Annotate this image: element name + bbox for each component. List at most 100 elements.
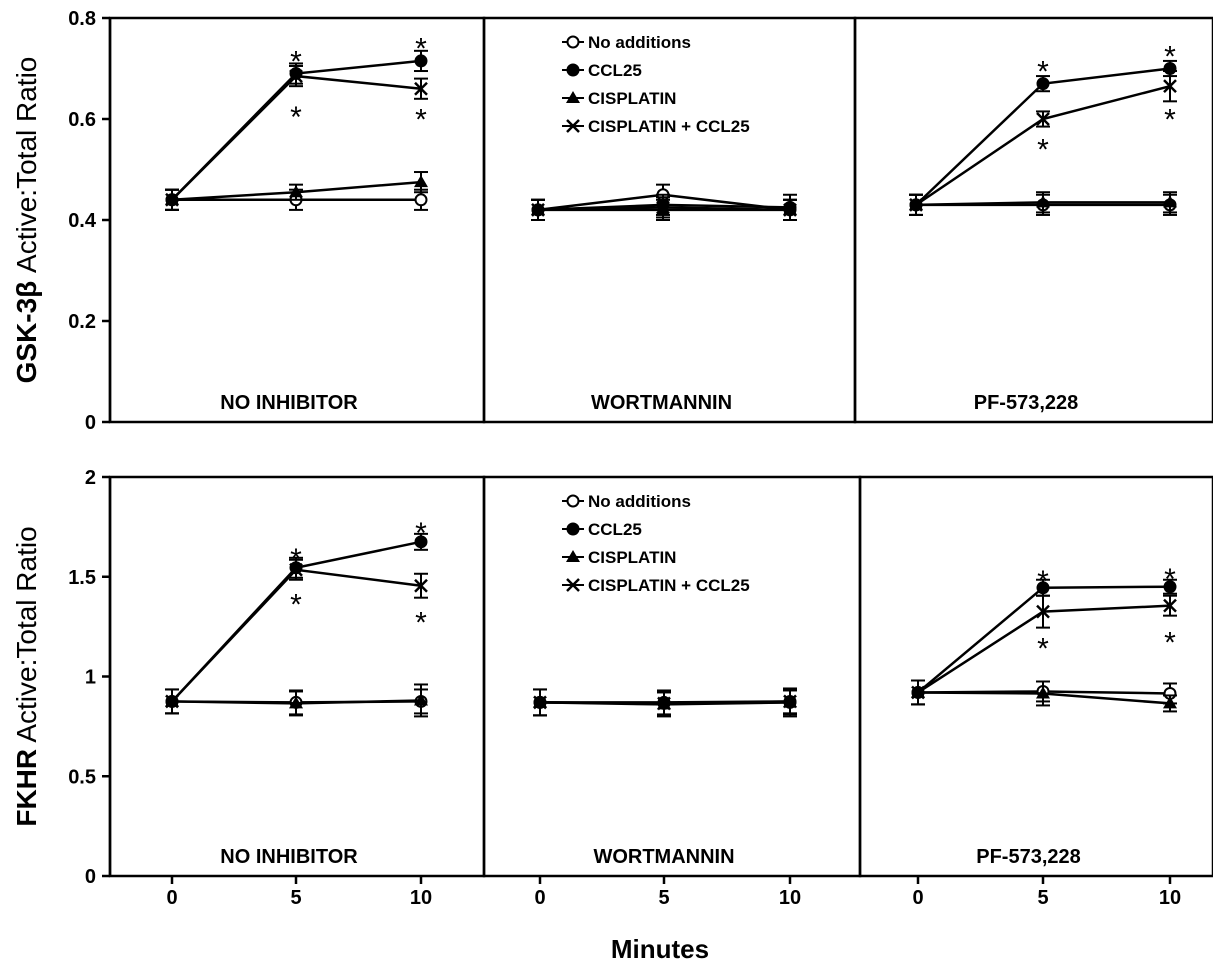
data-point [165,694,179,709]
panel-1-2: WORTMANNIN No additions CCL25 CISPLATIN CISP… [482,16,857,424]
legend-marker-b [566,119,580,133]
legend-item: CCL25 [562,520,642,539]
legend-item: CISPLATIN [562,548,676,567]
panel-title: PF-573,228 [974,392,1079,414]
y-tick-label: 0.4 [68,210,97,232]
data-point-b [414,578,428,593]
legend-item: CCL25 [562,61,642,80]
y-tick-label: 0.8 [68,8,96,30]
data-point [533,695,547,710]
data-point [1036,112,1050,126]
x-tick-label: 10 [779,887,801,909]
panel-2-2: WORTMANNIN 0 5 10 No additions CCL25 CISPLATIN… [482,475,862,909]
legend-label: CCL25 [588,61,642,80]
panel-title: WORTMANNIN [591,392,732,414]
data-point [414,193,428,207]
significance-star: * [1164,563,1176,596]
x-tick-label: 0 [912,887,923,909]
series-triangle [909,191,1177,216]
x-tick-label: 0 [166,887,177,909]
x-tick-label: 5 [290,887,301,909]
data-point-b [533,695,547,710]
y-axis-label-1: GSK-3β Active:Total Ratio [11,57,42,384]
series-cross [911,594,1177,706]
y-tick-label: 0 [85,866,96,888]
data-point [657,696,671,711]
data-point [1036,77,1050,91]
data-point-b [1036,604,1050,619]
legend-marker [566,63,580,77]
legend-marker [566,494,580,508]
significance-star: * [1037,633,1049,666]
x-tick-label: 5 [1037,887,1048,909]
x-tick-label: 0 [534,887,545,909]
data-point [289,69,303,83]
significance-star: * [415,517,427,550]
series-cross [531,196,797,221]
data-point [289,185,303,198]
x-tick-label: 10 [410,887,432,909]
series-triangle [911,679,1177,713]
row-1: GSK-3β Active:Total Ratio 0 0.2 0.4 0.6 0.8 NO… [11,8,1213,434]
significance-star: * [1164,40,1176,73]
legend-marker [566,550,580,562]
data-point [414,578,428,593]
data-point [1036,195,1050,208]
data-point [783,694,797,709]
legend-marker [566,578,580,592]
data-point [531,203,545,217]
significance-star: * [290,45,302,78]
data-point-b [783,694,797,709]
series-cross [909,70,1177,216]
data-point [911,685,925,700]
y-tick-label: 0.2 [68,311,96,333]
legend-item: No additions [562,33,691,52]
data-point [414,535,428,549]
y-tick-label: 0 [85,412,96,434]
y-axis-label-rest-2: Active:Total Ratio [11,526,42,749]
significance-star: * [1037,134,1049,167]
significance-star: * [415,103,427,136]
data-point-b [289,69,303,83]
series-triangle [165,683,428,718]
data-point-b [165,192,179,207]
x-tick-label: 10 [1159,887,1181,909]
row-2: FKHR Active:Total Ratio 0 0.5 1 1.5 2 NO INHIB… [11,467,1213,909]
series-cross [165,558,428,715]
data-point [165,192,179,207]
data-point [1163,580,1177,594]
data-point-b [289,562,303,577]
data-point [289,562,303,577]
panel-title: WORTMANNIN [593,846,734,868]
significance-star: * [290,589,302,622]
y-tick-label: 1 [85,667,96,689]
data-point [414,54,428,68]
data-point [1163,195,1177,208]
data-point [1163,79,1177,94]
data-point [414,175,428,188]
y-axis-label-2: FKHR Active:Total Ratio [11,526,42,826]
panel-1-1: NO INHIBITOR * * * * [108,16,486,424]
panel-title: NO INHIBITOR [220,392,358,414]
legend-label: CISPLATIN [588,89,676,108]
legend: No additions CCL25 CISPLATIN CISPLATIN + CC… [562,33,750,136]
data-point-b [1163,598,1177,613]
data-point [414,81,428,96]
data-point [783,203,797,217]
panel-title: NO INHIBITOR [220,846,358,868]
significance-star: * [290,543,302,576]
y-axis-label-bold-2: FKHR [11,749,42,827]
y-axis-label-bold-1: GSK-3β [11,281,42,384]
legend-label: No additions [588,492,691,511]
series-cross [165,64,428,211]
data-point [289,696,303,709]
data-point [414,693,428,706]
y-tick-label: 2 [85,467,96,489]
data-point-b [656,200,670,215]
x-axis-label: Minutes [611,934,709,964]
x-tick-label: 5 [658,887,669,909]
legend-marker-b [566,578,580,592]
y-tick-label: 0.5 [68,766,96,788]
data-point-b [414,81,428,96]
panel-1-3: PF-573,228 * * * * [853,16,1213,424]
